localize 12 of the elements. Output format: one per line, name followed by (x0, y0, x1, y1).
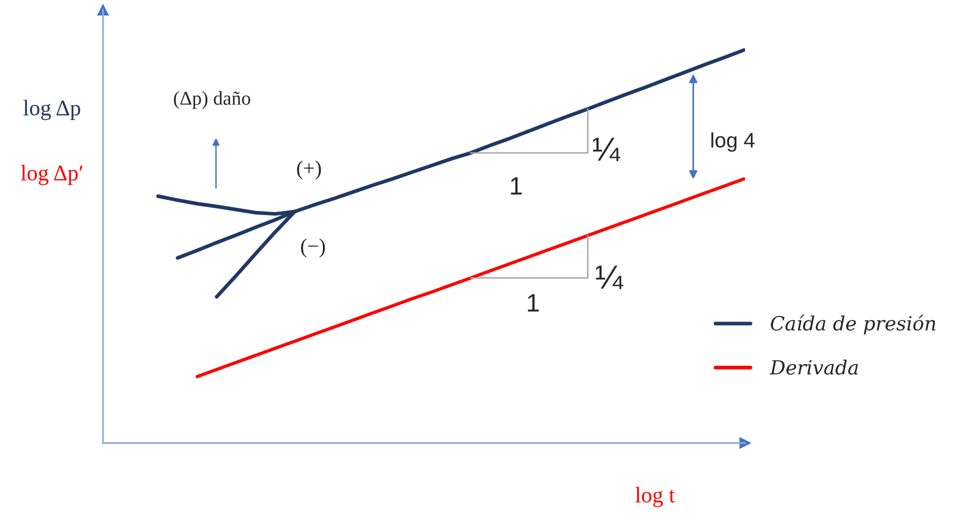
annotation: ¼ (593, 138, 620, 162)
annotation: log 4 (711, 132, 755, 152)
annotation: 1 (510, 177, 522, 194)
annotation: (+) (297, 160, 321, 180)
text: log Δp log Δp′ (20, 100, 82, 186)
legend-label: Derivada (770, 360, 858, 375)
legend-label: Caída de presión (770, 314, 936, 334)
annotation: (−) (301, 238, 325, 258)
annotation: (Δp) daño (174, 91, 250, 109)
x-axis-title: log t (635, 486, 675, 508)
annotation: ¼ (596, 266, 624, 290)
annotation: 1 (528, 294, 539, 312)
